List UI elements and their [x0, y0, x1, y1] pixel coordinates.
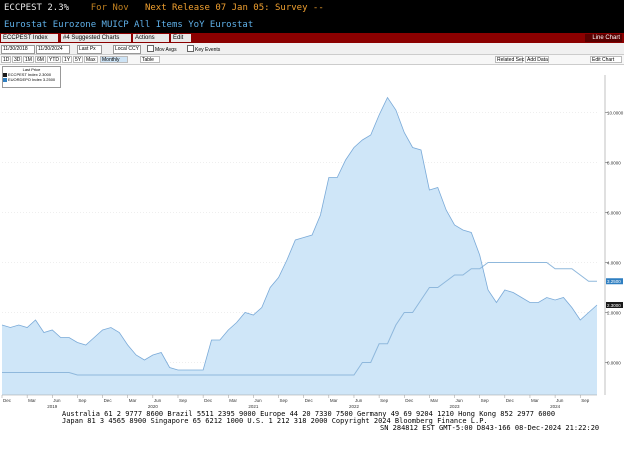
x-month-label: Mar	[129, 398, 137, 403]
ticker: ECCPEST	[4, 3, 42, 13]
next-release: Next Release 07 Jan 05: Survey --	[144, 3, 324, 13]
x-month-label: Sep	[581, 398, 590, 403]
y-tick-label: 4.0000	[607, 261, 621, 266]
date-range-bar: 11/30/2018 11/30/2024 Last Px Local CCY …	[0, 43, 624, 55]
price-tag-label: 3.2500	[607, 279, 621, 284]
edit-chart-button[interactable]: Edit Chart	[590, 56, 622, 63]
x-month-label: Mar	[430, 398, 438, 403]
index-selector[interactable]: ECCPEST Index	[1, 34, 58, 42]
x-month-label: Jun	[53, 398, 61, 403]
x-month-label: Mar	[330, 398, 338, 403]
frequency-selector[interactable]: Monthly	[100, 56, 128, 63]
legend-value: 2.3000	[38, 72, 52, 77]
x-year-label: 2019	[47, 404, 58, 409]
table-button[interactable]: Table	[140, 56, 160, 63]
x-month-label: Sep	[78, 398, 87, 403]
price-tag	[606, 302, 623, 308]
chart-legend[interactable]: Last Price ECCPEST Index 2.3000 EUORDEPO…	[2, 66, 61, 88]
x-month-label: Sep	[380, 398, 389, 403]
x-month-label: Mar	[531, 398, 539, 403]
x-year-label: 2020	[148, 404, 159, 409]
chart-type-label[interactable]: Line Chart	[585, 34, 622, 42]
euordepo-line	[2, 262, 597, 376]
legend-swatch	[3, 73, 7, 77]
y-tick-label: 6.0000	[607, 211, 621, 216]
mov-avgs-label: Mov Avgs	[155, 47, 177, 53]
for-period: For Nov	[90, 3, 129, 13]
start-date-field[interactable]: 11/30/2018	[1, 45, 35, 54]
period-1d-button[interactable]: 1D	[1, 56, 11, 63]
legend-label: EUORDEPO Index	[8, 77, 42, 82]
y-tick-label: 2.0000	[607, 311, 621, 316]
x-month-label: Mar	[28, 398, 36, 403]
x-month-label: Mar	[229, 398, 237, 403]
period-bar: 1D 3D 1M 6M YTD 1Y 5Y Max Monthly Table …	[0, 55, 624, 65]
x-month-label: Jun	[254, 398, 262, 403]
price-tags: 3.2500 2.3000	[606, 278, 623, 308]
y-tick-label: 0.0000	[607, 361, 621, 366]
x-month-label: Dec	[305, 398, 314, 403]
footer-contacts-2: Japan 81 3 4565 8900 Singapore 65 6212 1…	[62, 417, 488, 425]
y-tick-label: 8.0000	[607, 161, 621, 166]
footer-contacts-1: Australia 61 2 9777 8600 Brazil 5511 239…	[62, 410, 556, 418]
y-axis: 0.0000 2.0000 4.0000 6.0000 8.0000 10.0000	[604, 75, 624, 395]
x-axis: Dec Mar Jun Sep Dec Mar Jun Sep Dec Mar Jun Sep Dec M…	[1, 394, 597, 409]
x-month-label: Dec	[506, 398, 515, 403]
eccpest-area	[2, 97, 597, 395]
x-month-label: Dec	[104, 398, 113, 403]
end-date-field[interactable]: 11/30/2024	[36, 45, 70, 54]
currency-selector[interactable]: Local CCY	[113, 45, 141, 54]
price-chart[interactable]: 0.0000 2.0000 4.0000 6.0000 8.0000 10.0000 De…	[0, 65, 624, 411]
period-5y-button[interactable]: 5Y	[73, 56, 83, 63]
y-tick-label: 10.0000	[607, 111, 624, 116]
period-1y-button[interactable]: 1Y	[62, 56, 72, 63]
footer-session-info: SN 284812 EST GMT-5:00 D843-166 08-Dec-2…	[380, 424, 600, 432]
x-year-label: 2022	[349, 404, 360, 409]
legend-title: Last Price	[22, 67, 41, 72]
price-tag-label: 2.3000	[607, 303, 621, 308]
key-events-checkbox[interactable]: Key Events	[187, 45, 220, 54]
x-month-label: Sep	[179, 398, 188, 403]
edit-menu[interactable]: Edit	[171, 34, 191, 42]
x-month-label: Dec	[204, 398, 213, 403]
eccpest-line	[1, 96, 598, 371]
key-events-label: Key Events	[195, 47, 221, 53]
actions-menu[interactable]: Actions	[133, 34, 169, 42]
add-data-button[interactable]: Add Data	[525, 56, 549, 63]
x-month-label: Jun	[355, 398, 363, 403]
legend-value: 3.2500	[42, 77, 56, 82]
legend-swatch	[3, 78, 7, 82]
x-month-label: Jun	[154, 398, 162, 403]
period-ytd-button[interactable]: YTD	[47, 56, 61, 63]
last-price-selector[interactable]: Last Px	[77, 45, 102, 54]
last-value: 2.3%	[47, 3, 70, 13]
x-year-label: 2021	[248, 404, 259, 409]
x-month-label: Jun	[456, 398, 464, 403]
function-toolbar: ECCPEST Index #4 Suggested Charts Action…	[0, 33, 624, 43]
x-month-label: Dec	[3, 398, 12, 403]
period-3d-button[interactable]: 3D	[12, 56, 22, 63]
period-1m-button[interactable]: 1M	[23, 56, 34, 63]
x-year-label: 2024	[550, 404, 561, 409]
x-month-label: Jun	[556, 398, 564, 403]
x-month-label: Sep	[280, 398, 289, 403]
legend-item: ECCPEST Index 2.3000	[3, 72, 60, 77]
legend-label: ECCPEST Index	[8, 72, 38, 77]
price-tag	[606, 278, 623, 285]
mov-avgs-checkbox[interactable]: Mov Avgs	[147, 45, 177, 54]
security-header: ECCPEST 2.3% For Nov Next Release 07 Jan…	[0, 0, 624, 33]
security-description: Eurostat Eurozone MUICP All Items YoY Eu…	[4, 20, 254, 30]
x-year-label: 2023	[450, 404, 461, 409]
legend-item: EUORDEPO Index 3.2500	[3, 77, 60, 82]
header-line-1: ECCPEST 2.3% For Nov Next Release 07 Jan…	[4, 3, 324, 13]
period-max-button[interactable]: Max	[84, 56, 98, 63]
related-sec-button[interactable]: Related Sec	[495, 56, 525, 63]
period-6m-button[interactable]: 6M	[35, 56, 46, 63]
suggested-charts-button[interactable]: #4 Suggested Charts	[61, 34, 131, 42]
x-month-label: Sep	[481, 398, 490, 403]
x-month-label: Dec	[405, 398, 414, 403]
